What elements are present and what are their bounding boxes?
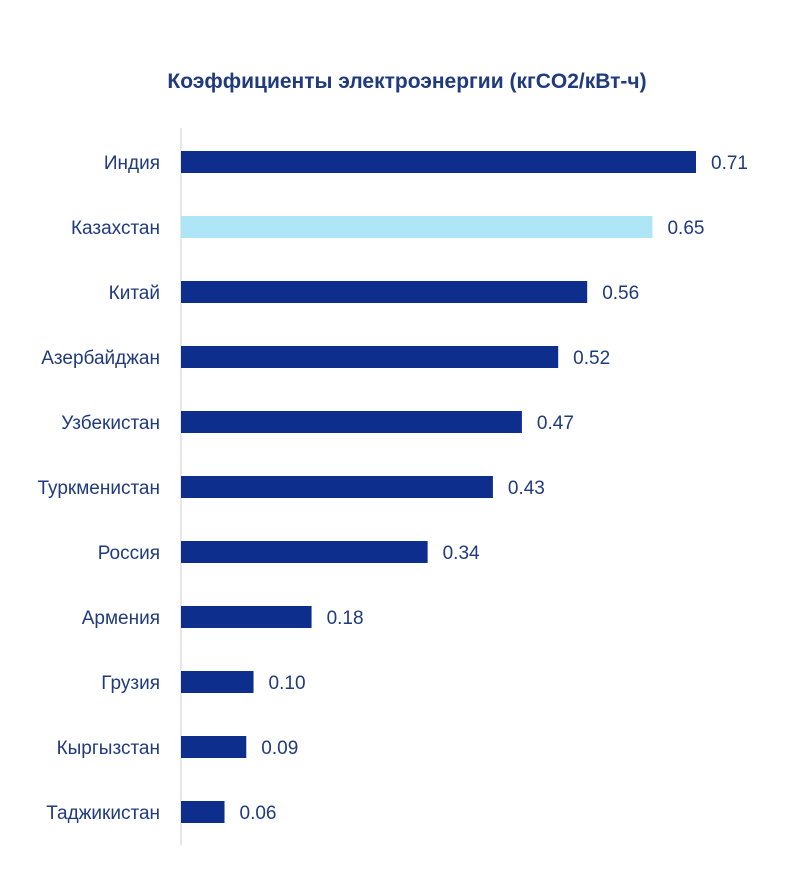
- bar-6: [181, 541, 428, 563]
- category-label-5: Туркменистан: [38, 478, 161, 499]
- bar-0: [181, 151, 696, 173]
- category-label-7: Армения: [82, 608, 160, 629]
- value-label-9: 0.09: [261, 738, 298, 759]
- value-label-4: 0.47: [537, 413, 574, 434]
- bar-1: [181, 216, 653, 238]
- category-label-6: Россия: [98, 543, 160, 564]
- category-label-0: Индия: [104, 153, 160, 174]
- bar-8: [181, 671, 254, 693]
- category-label-8: Грузия: [101, 673, 160, 694]
- bars-layer: Индия 0.71 Казахстан 0.65 Китай 0.56 Азербайдж…: [38, 151, 748, 824]
- category-label-2: Китай: [109, 283, 160, 304]
- value-label-3: 0.52: [573, 348, 610, 369]
- value-label-0: 0.71: [711, 153, 748, 174]
- category-label-4: Узбекистан: [61, 413, 160, 434]
- bar-4: [181, 411, 522, 433]
- value-label-6: 0.34: [443, 543, 480, 564]
- bar-5: [181, 476, 493, 498]
- category-label-9: Кыргызстан: [57, 738, 160, 759]
- category-label-1: Казахстан: [71, 218, 160, 239]
- bar-2: [181, 281, 588, 303]
- bar-3: [181, 346, 559, 368]
- bar-7: [181, 606, 312, 628]
- value-label-1: 0.65: [667, 218, 704, 239]
- value-label-5: 0.43: [508, 478, 545, 499]
- category-label-3: Азербайджан: [41, 348, 160, 369]
- value-label-7: 0.18: [327, 608, 364, 629]
- value-label-8: 0.10: [269, 673, 306, 694]
- chart-title: Коэффициенты электроэнергии (кгCO2/кВт-ч…: [167, 70, 646, 93]
- value-label-2: 0.56: [602, 283, 639, 304]
- bar-10: [181, 801, 225, 823]
- category-label-10: Таджикистан: [46, 803, 160, 824]
- value-label-10: 0.06: [240, 803, 277, 824]
- bar-9: [181, 736, 247, 758]
